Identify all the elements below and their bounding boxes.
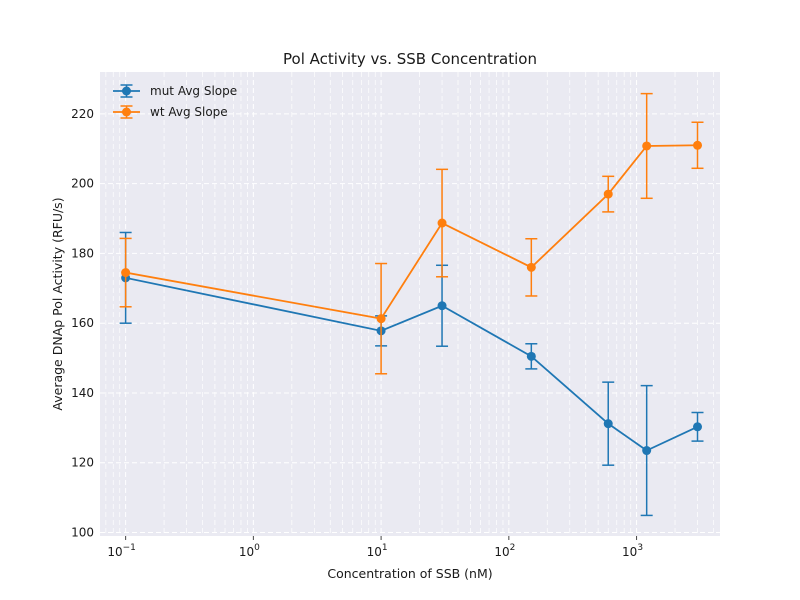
data-point bbox=[376, 314, 386, 324]
x-axis-label: Concentration of SSB (nM) bbox=[327, 566, 492, 581]
x-tick-exponent: 3 bbox=[637, 543, 643, 553]
y-tick-label: 180 bbox=[71, 246, 94, 260]
data-point bbox=[603, 419, 613, 429]
x-tick-label: 101 bbox=[367, 543, 388, 559]
data-point bbox=[437, 301, 447, 311]
x-tick-label: 102 bbox=[494, 543, 515, 559]
data-point bbox=[526, 262, 536, 272]
legend-dot bbox=[122, 107, 131, 117]
data-point bbox=[693, 140, 703, 150]
legend-marker-mut bbox=[113, 84, 140, 98]
data-point bbox=[642, 141, 652, 151]
y-tick-label: 120 bbox=[71, 456, 94, 470]
x-tick-exponent: 2 bbox=[510, 543, 516, 553]
x-tick-exponent: 1 bbox=[382, 543, 388, 553]
x-tick-label: 100 bbox=[239, 543, 260, 559]
x-axis-ticks: 10−1 100 101 102 103 bbox=[107, 536, 643, 559]
plot-area bbox=[100, 72, 720, 536]
data-point bbox=[642, 446, 652, 456]
legend: mut Avg Slope wt Avg Slope bbox=[113, 84, 237, 119]
data-point bbox=[603, 189, 613, 199]
legend-marker-wt bbox=[113, 105, 140, 119]
series-layer bbox=[119, 92, 704, 517]
legend-item-wt: wt Avg Slope bbox=[113, 105, 228, 119]
data-point bbox=[526, 351, 536, 361]
legend-label-wt: wt Avg Slope bbox=[150, 105, 228, 119]
data-point bbox=[693, 422, 703, 432]
chart-title: Pol Activity vs. SSB Concentration bbox=[283, 50, 537, 68]
series-wt bbox=[119, 92, 704, 375]
legend-label-mut: mut Avg Slope bbox=[150, 84, 237, 98]
legend-item-mut: mut Avg Slope bbox=[113, 84, 237, 98]
data-point bbox=[437, 218, 447, 228]
x-tick-exponent: −1 bbox=[123, 543, 136, 553]
y-tick-label: 140 bbox=[71, 386, 94, 400]
y-tick-label: 220 bbox=[71, 107, 94, 121]
legend-dot bbox=[122, 86, 131, 96]
data-point bbox=[121, 268, 131, 278]
y-tick-label: 100 bbox=[71, 526, 94, 540]
y-axis-label: Average DNAp Pol Activity (RFU/s) bbox=[50, 197, 65, 410]
x-tick-exponent: 0 bbox=[254, 543, 260, 553]
x-tick-label: 103 bbox=[622, 543, 643, 559]
y-tick-label: 160 bbox=[71, 316, 94, 330]
x-tick-label: 10−1 bbox=[107, 543, 136, 559]
y-tick-label: 200 bbox=[71, 177, 94, 191]
y-axis-ticks: 100 120 140 160 180 200 220 bbox=[71, 107, 94, 540]
